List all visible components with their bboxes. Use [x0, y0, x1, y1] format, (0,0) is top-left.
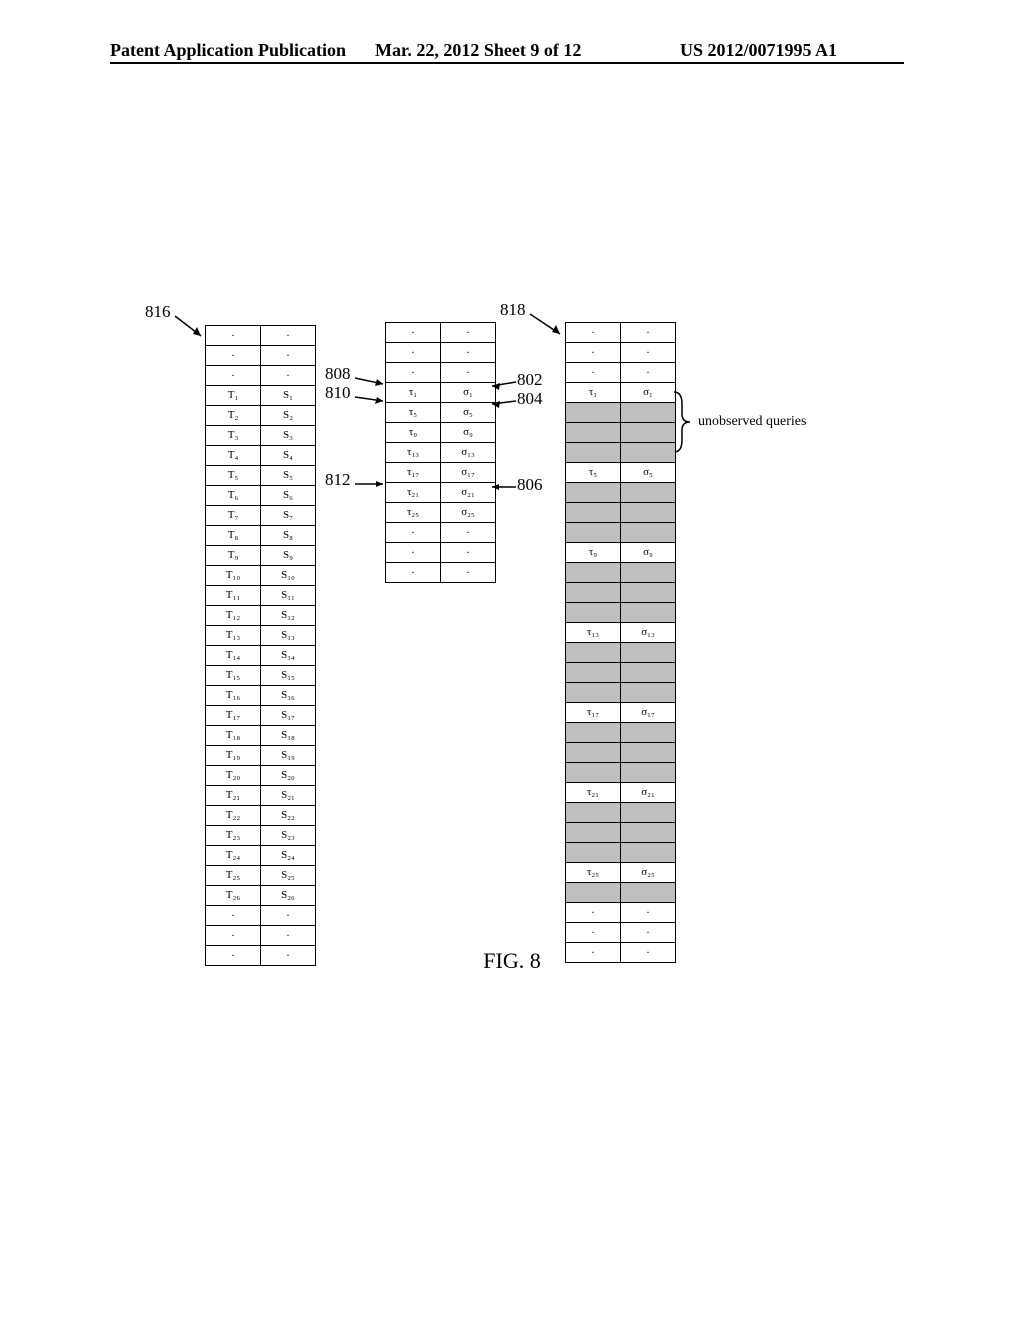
table-row: τ₁₃σ₁₃ [386, 443, 496, 463]
table-row: τ₅σ₅ [566, 463, 676, 483]
table-row: T₈S₈ [206, 526, 316, 546]
table-row: τ₁σ₁ [566, 383, 676, 403]
header-left: Patent Application Publication [110, 40, 346, 61]
label-802: 802 [517, 370, 543, 390]
table-row [566, 403, 676, 423]
table-row [566, 603, 676, 623]
table-row [566, 523, 676, 543]
table-row [566, 763, 676, 783]
table-row: τ₉σ₉ [386, 423, 496, 443]
label-816: 816 [145, 302, 171, 322]
table-row: T₂₀S₂₀ [206, 766, 316, 786]
table-row: T₅S₅ [206, 466, 316, 486]
table-row: T₂S₂ [206, 406, 316, 426]
table-row: T₁₀S₁₀ [206, 566, 316, 586]
table-row: τ₂₅σ₂₅ [386, 503, 496, 523]
table-row: T₂₄S₂₄ [206, 846, 316, 866]
table-row [566, 663, 676, 683]
table-row: τ₁σ₁ [386, 383, 496, 403]
label-808: 808 [325, 364, 351, 384]
label-810: 810 [325, 383, 351, 403]
label-804: 804 [517, 389, 543, 409]
table-row: T₁₇S₁₇ [206, 706, 316, 726]
table-row [566, 803, 676, 823]
table-row [566, 563, 676, 583]
table-row [566, 743, 676, 763]
table-row: T₆S₆ [206, 486, 316, 506]
table-row: T₂₂S₂₂ [206, 806, 316, 826]
table-row: T₁₆S₁₆ [206, 686, 316, 706]
brace-label: unobserved queries [698, 414, 806, 430]
table-row: T₉S₉ [206, 546, 316, 566]
table-row [566, 843, 676, 863]
table-row [566, 583, 676, 603]
figure-caption: FIG. 8 [0, 948, 1024, 974]
table-row: T₁₅S₁₅ [206, 666, 316, 686]
table-left: ······T₁S₁T₂S₂T₃S₃T₄S₄T₅S₅T₆S₆T₇S₇T₈S₈T₉… [205, 325, 316, 966]
table-row: τ₂₁σ₂₁ [386, 483, 496, 503]
table-row: T₂₆S₂₆ [206, 886, 316, 906]
header-rule [110, 62, 904, 64]
arrow-818 [530, 310, 570, 340]
header-mid: Mar. 22, 2012 Sheet 9 of 12 [375, 40, 581, 61]
table-row: T₃S₃ [206, 426, 316, 446]
table-right: ······τ₁σ₁τ₅σ₅τ₉σ₉τ₁₃σ₁₃τ₁₇σ₁₇τ₂₁σ₂₁τ₂₅σ… [565, 322, 676, 963]
table-row: T₂₃S₂₃ [206, 826, 316, 846]
header-right: US 2012/0071995 A1 [680, 40, 837, 61]
table-row: T₄S₄ [206, 446, 316, 466]
table-row [566, 723, 676, 743]
label-818: 818 [500, 300, 526, 320]
table-row: τ₁₇σ₁₇ [566, 703, 676, 723]
table-row: τ₂₅σ₂₅ [566, 863, 676, 883]
table-row [566, 423, 676, 443]
table-row [566, 823, 676, 843]
table-row: τ₂₁σ₂₁ [566, 783, 676, 803]
table-row: T₇S₇ [206, 506, 316, 526]
table-row: τ₅σ₅ [386, 403, 496, 423]
table-row: T₁₂S₁₂ [206, 606, 316, 626]
table-row: T₁₄S₁₄ [206, 646, 316, 666]
table-row [566, 643, 676, 663]
table-row [566, 503, 676, 523]
label-812: 812 [325, 470, 351, 490]
table-row: τ₉σ₉ [566, 543, 676, 563]
table-row: τ₁₃σ₁₃ [566, 623, 676, 643]
table-row: T₂₅S₂₅ [206, 866, 316, 886]
table-row: T₁₉S₁₉ [206, 746, 316, 766]
table-mid: ······τ₁σ₁τ₅σ₅τ₉σ₉τ₁₃σ₁₃τ₁₇σ₁₇τ₂₁σ₂₁τ₂₅σ… [385, 322, 496, 583]
table-row [566, 883, 676, 903]
table-row [566, 483, 676, 503]
label-806: 806 [517, 475, 543, 495]
table-row [566, 443, 676, 463]
table-row [566, 683, 676, 703]
table-row: T₁S₁ [206, 386, 316, 406]
table-row: T₁₃S₁₃ [206, 626, 316, 646]
table-row: τ₁₇σ₁₇ [386, 463, 496, 483]
table-row: T₁₈S₁₈ [206, 726, 316, 746]
table-row: T₁₁S₁₁ [206, 586, 316, 606]
table-row: T₂₁S₂₁ [206, 786, 316, 806]
